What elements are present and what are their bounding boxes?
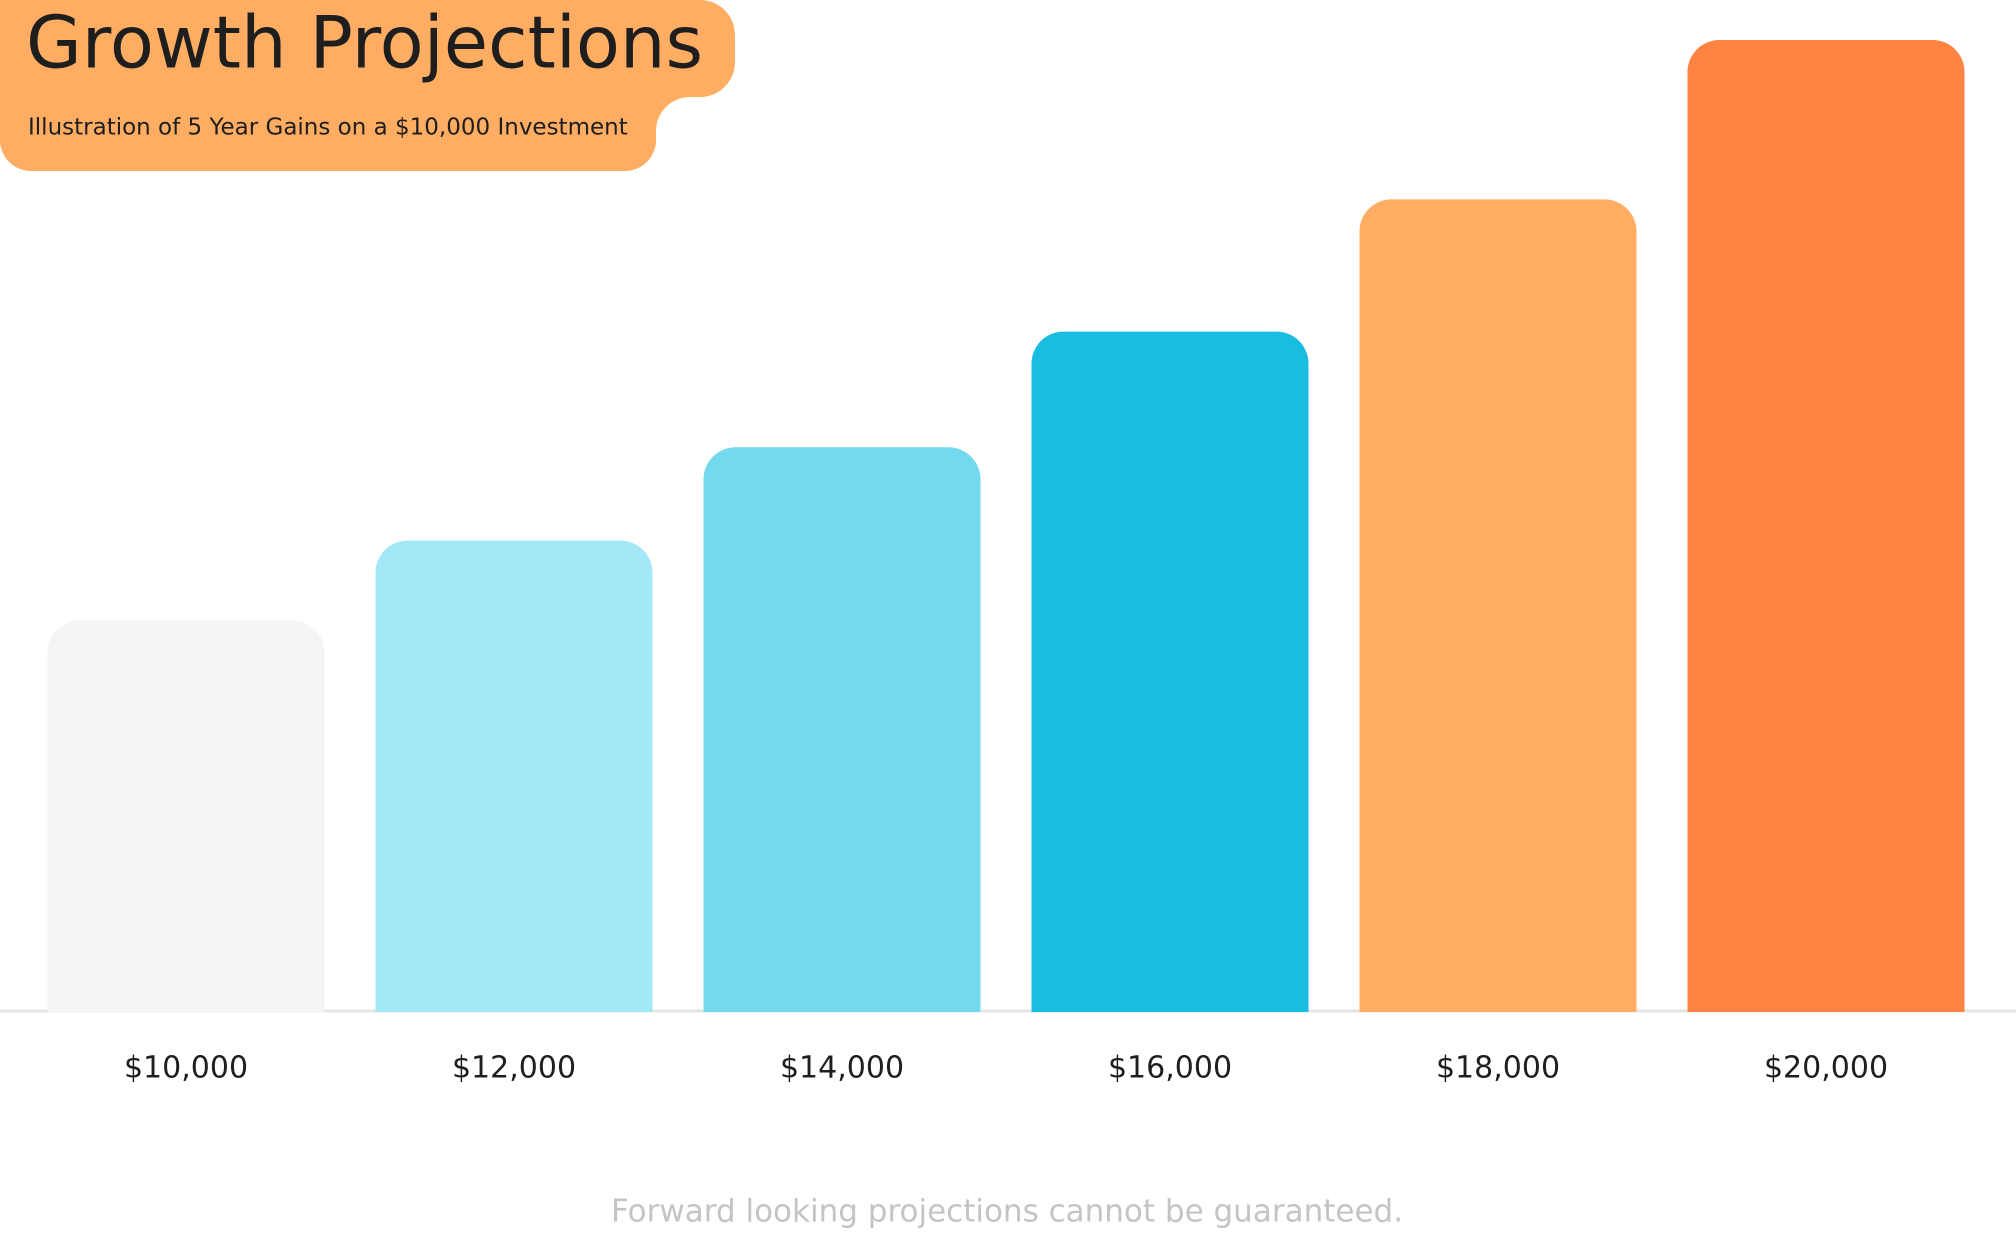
chart-subtitle: Illustration of 5 Year Gains on a $10,00… [28, 115, 628, 141]
chart-title: Growth Projections [26, 1, 703, 85]
bar [703, 447, 981, 1012]
x-tick-label: $10,000 [124, 1051, 248, 1086]
x-tick-label: $12,000 [452, 1051, 576, 1086]
x-tick-label: $14,000 [780, 1051, 904, 1086]
bar [1359, 199, 1637, 1012]
title-badge [0, 0, 735, 171]
bar [1687, 40, 1965, 1012]
x-tick-label: $18,000 [1436, 1051, 1560, 1086]
footnote: Forward looking projections cannot be gu… [611, 1194, 1403, 1230]
bar [1031, 331, 1309, 1013]
bar [47, 620, 325, 1012]
x-tick-label: $16,000 [1108, 1051, 1232, 1086]
bar [375, 540, 653, 1012]
x-tick-label: $20,000 [1764, 1051, 1888, 1086]
